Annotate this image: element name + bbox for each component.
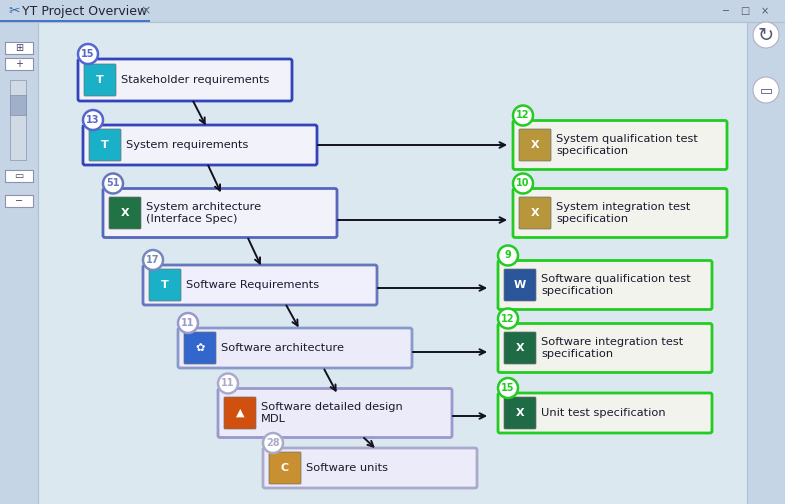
FancyBboxPatch shape <box>504 397 536 429</box>
Bar <box>5 42 33 54</box>
Text: ↻: ↻ <box>758 26 774 44</box>
FancyBboxPatch shape <box>513 188 727 237</box>
Text: 11: 11 <box>181 318 195 328</box>
Text: Software qualification test
specification: Software qualification test specificatio… <box>541 274 691 296</box>
Text: ─: ─ <box>722 6 728 16</box>
Text: ▭: ▭ <box>14 171 24 181</box>
FancyBboxPatch shape <box>109 197 141 229</box>
Text: ✿: ✿ <box>195 343 205 353</box>
Text: X: X <box>516 408 524 418</box>
Text: +: + <box>15 59 23 69</box>
Text: C: C <box>281 463 289 473</box>
Circle shape <box>498 308 518 329</box>
Text: 15: 15 <box>82 49 95 59</box>
Bar <box>747 22 785 504</box>
Text: Software detailed design
MDL: Software detailed design MDL <box>261 402 403 424</box>
Circle shape <box>753 22 779 48</box>
Circle shape <box>103 173 123 194</box>
Bar <box>5 170 33 182</box>
FancyBboxPatch shape <box>89 129 121 161</box>
FancyBboxPatch shape <box>143 265 377 305</box>
Bar <box>0 20 150 22</box>
Circle shape <box>78 44 98 64</box>
Text: System qualification test
specification: System qualification test specification <box>556 134 698 156</box>
Text: 51: 51 <box>106 178 120 188</box>
Text: X: X <box>531 140 539 150</box>
FancyBboxPatch shape <box>498 324 712 372</box>
Text: X: X <box>531 208 539 218</box>
Bar <box>5 58 33 70</box>
Text: T: T <box>101 140 109 150</box>
Text: YT Project Overview: YT Project Overview <box>22 5 148 18</box>
Text: 10: 10 <box>517 178 530 188</box>
FancyBboxPatch shape <box>149 269 181 301</box>
FancyBboxPatch shape <box>78 59 292 101</box>
Circle shape <box>218 373 238 394</box>
Text: 12: 12 <box>517 110 530 120</box>
Text: Software units: Software units <box>306 463 388 473</box>
Circle shape <box>263 433 283 453</box>
FancyBboxPatch shape <box>504 332 536 364</box>
FancyBboxPatch shape <box>269 452 301 484</box>
Text: 17: 17 <box>146 255 160 265</box>
FancyBboxPatch shape <box>498 261 712 309</box>
FancyBboxPatch shape <box>224 397 256 429</box>
Circle shape <box>513 105 533 125</box>
Text: ⊞: ⊞ <box>15 43 23 53</box>
Circle shape <box>513 173 533 194</box>
Bar <box>10 95 26 115</box>
Text: T: T <box>96 75 104 85</box>
FancyBboxPatch shape <box>178 328 412 368</box>
Text: System architecture
(Interface Spec): System architecture (Interface Spec) <box>146 202 261 224</box>
Text: 28: 28 <box>266 438 279 448</box>
Text: Software architecture: Software architecture <box>221 343 344 353</box>
Text: X: X <box>121 208 130 218</box>
Text: Unit test specification: Unit test specification <box>541 408 666 418</box>
FancyBboxPatch shape <box>519 197 551 229</box>
Text: ✂: ✂ <box>8 4 20 18</box>
Text: ×: × <box>761 6 769 16</box>
Circle shape <box>83 110 103 130</box>
Text: 9: 9 <box>505 250 511 261</box>
FancyBboxPatch shape <box>84 64 116 96</box>
Text: Stakeholder requirements: Stakeholder requirements <box>121 75 269 85</box>
FancyBboxPatch shape <box>513 120 727 169</box>
Text: X: X <box>516 343 524 353</box>
Text: −: − <box>15 196 23 206</box>
FancyBboxPatch shape <box>218 389 452 437</box>
Text: System requirements: System requirements <box>126 140 248 150</box>
FancyBboxPatch shape <box>103 188 337 237</box>
FancyBboxPatch shape <box>83 125 317 165</box>
Text: ×: × <box>140 5 151 18</box>
Circle shape <box>498 245 518 266</box>
Bar <box>0 0 785 22</box>
Text: ▭: ▭ <box>759 83 772 97</box>
Text: System integration test
specification: System integration test specification <box>556 202 690 224</box>
Text: W: W <box>514 280 526 290</box>
FancyBboxPatch shape <box>519 129 551 161</box>
FancyBboxPatch shape <box>498 393 712 433</box>
Circle shape <box>753 77 779 103</box>
Text: T: T <box>161 280 169 290</box>
Text: 12: 12 <box>502 313 515 324</box>
Circle shape <box>498 378 518 398</box>
Text: 15: 15 <box>502 383 515 393</box>
Text: ▲: ▲ <box>236 408 244 418</box>
Bar <box>10 80 26 160</box>
FancyBboxPatch shape <box>184 332 216 364</box>
Text: Software Requirements: Software Requirements <box>186 280 319 290</box>
Text: 13: 13 <box>86 115 100 125</box>
Circle shape <box>178 313 198 333</box>
Text: □: □ <box>740 6 750 16</box>
Bar <box>5 195 33 207</box>
Bar <box>0 22 38 504</box>
FancyBboxPatch shape <box>504 269 536 301</box>
Text: Software integration test
specification: Software integration test specification <box>541 337 683 359</box>
Text: 11: 11 <box>221 379 235 389</box>
Circle shape <box>143 250 163 270</box>
FancyBboxPatch shape <box>263 448 477 488</box>
